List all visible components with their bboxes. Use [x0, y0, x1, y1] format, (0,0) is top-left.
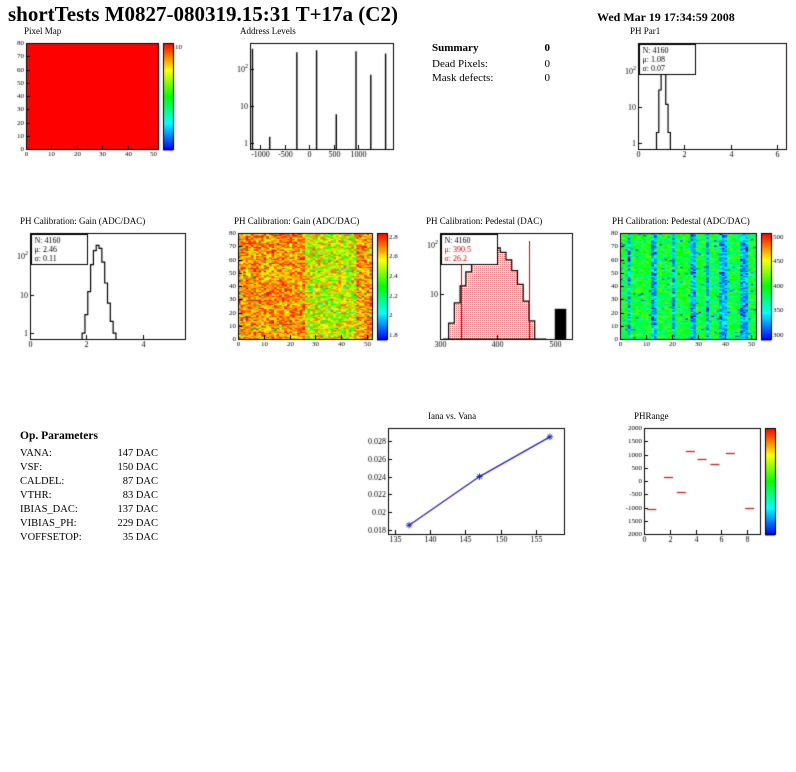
summary-panel: Summary 0 Dead Pixels: 0 Mask defects: 0 [432, 42, 550, 84]
op-parameters-title: Op. Parameters [20, 430, 98, 442]
gain-map-chart [220, 228, 412, 353]
iana-vs-vana-title: Iana vs. Vana [428, 411, 477, 421]
summary-row: Mask defects: 0 [432, 72, 550, 84]
summary-row-value: 0 [544, 72, 551, 84]
op-parameter-label: IBIAS_DAC: [20, 504, 78, 515]
pixel-map-title: Pixel Map [24, 26, 62, 36]
pedestal-map-chart [602, 228, 796, 353]
op-parameter-value: 137 DAC [117, 504, 158, 515]
address-levels-chart [226, 38, 401, 163]
summary-row-label: Dead Pixels: [432, 58, 488, 70]
summary-row-value: 0 [544, 58, 551, 70]
op-parameter-value: 147 DAC [117, 448, 158, 459]
pedestal-map-title: PH Calibration: Pedestal (ADC/DAC) [612, 216, 750, 226]
op-parameter-row: IBIAS_DAC: 137 DAC [20, 504, 158, 515]
summary-title: Summary [432, 42, 479, 54]
op-parameter-row: VSF: 150 DAC [20, 462, 158, 473]
op-parameter-label: VSF: [20, 462, 43, 473]
op-parameter-row: CALDEL: 87 DAC [20, 476, 158, 487]
summary-row: Dead Pixels: 0 [432, 58, 550, 70]
op-parameter-label: VANA: [20, 448, 52, 459]
op-parameter-row: VTHR: 83 DAC [20, 490, 158, 501]
ph-par1-title: PH Par1 [630, 26, 661, 36]
op-parameter-value: 83 DAC [122, 490, 158, 501]
gain-map-title: PH Calibration: Gain (ADC/DAC) [234, 216, 360, 226]
op-parameter-row: VIBIAS_PH: 229 DAC [20, 518, 158, 529]
pixel-map-chart [8, 38, 198, 163]
address-levels-title: Address Levels [240, 26, 296, 36]
gain-hist-chart [8, 228, 193, 353]
op-parameter-label: VOFFSETOP: [20, 532, 82, 543]
iana-vs-vana-chart [348, 423, 576, 548]
pedestal-hist-chart [418, 228, 580, 353]
page-title: shortTests M0827-080319.15:31 T+17a (C2) [8, 2, 398, 26]
op-parameter-row: VANA: 147 DAC [20, 448, 158, 459]
gain-hist-title: PH Calibration: Gain (ADC/DAC) [20, 216, 146, 226]
pedestal-hist-title: PH Calibration: Pedestal (DAC) [426, 216, 543, 226]
timestamp: Wed Mar 19 17:34:59 2008 [597, 10, 735, 24]
op-parameter-value: 229 DAC [117, 518, 158, 529]
op-parameter-label: VTHR: [20, 490, 52, 501]
phrange-title: PHRange [634, 411, 669, 421]
summary-total-value: 0 [544, 42, 551, 54]
op-parameter-value: 150 DAC [117, 462, 158, 473]
op-parameter-value: 87 DAC [122, 476, 158, 487]
op-parameter-label: VIBIAS_PH: [20, 518, 77, 529]
ph-par1-chart [616, 38, 794, 163]
summary-row-label: Mask defects: [432, 72, 494, 84]
phrange-chart [616, 423, 794, 548]
op-parameters-panel: Op. Parameters VANA: 147 DAC VSF: 150 DAC … [20, 430, 158, 543]
op-parameter-row: VOFFSETOP: 35 DAC [20, 532, 158, 543]
op-parameter-value: 35 DAC [122, 532, 158, 543]
op-parameter-label: CALDEL: [20, 476, 65, 487]
